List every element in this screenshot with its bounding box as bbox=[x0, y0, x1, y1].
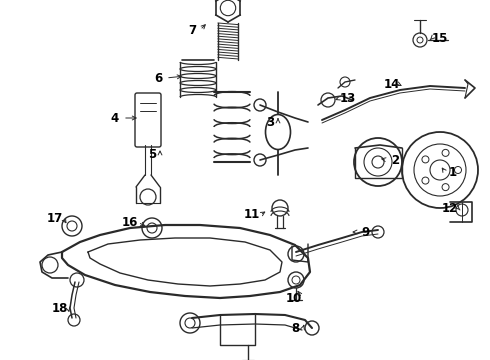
Circle shape bbox=[142, 218, 162, 238]
Text: 18: 18 bbox=[52, 302, 68, 315]
Circle shape bbox=[270, 124, 286, 140]
FancyBboxPatch shape bbox=[135, 93, 161, 147]
Text: 7: 7 bbox=[188, 23, 196, 36]
Circle shape bbox=[42, 257, 58, 273]
Circle shape bbox=[354, 138, 402, 186]
Circle shape bbox=[414, 144, 466, 196]
Text: 16: 16 bbox=[122, 216, 138, 229]
Ellipse shape bbox=[266, 114, 291, 149]
Text: 9: 9 bbox=[361, 225, 369, 238]
Text: 13: 13 bbox=[340, 91, 356, 104]
Circle shape bbox=[68, 314, 80, 326]
Circle shape bbox=[62, 216, 82, 236]
Text: 1: 1 bbox=[449, 166, 457, 179]
Circle shape bbox=[70, 273, 84, 287]
Text: 17: 17 bbox=[47, 211, 63, 225]
Text: 3: 3 bbox=[266, 116, 274, 129]
Text: 10: 10 bbox=[286, 292, 302, 305]
Text: 4: 4 bbox=[111, 112, 119, 125]
Text: 12: 12 bbox=[442, 202, 458, 215]
Text: 15: 15 bbox=[432, 31, 448, 45]
Text: 14: 14 bbox=[384, 78, 400, 91]
Text: 2: 2 bbox=[391, 153, 399, 166]
Text: 6: 6 bbox=[154, 72, 162, 85]
Text: 11: 11 bbox=[244, 208, 260, 221]
Circle shape bbox=[402, 132, 478, 208]
Circle shape bbox=[364, 148, 392, 176]
Text: 8: 8 bbox=[291, 321, 299, 334]
Text: 5: 5 bbox=[148, 148, 156, 162]
Circle shape bbox=[180, 313, 200, 333]
